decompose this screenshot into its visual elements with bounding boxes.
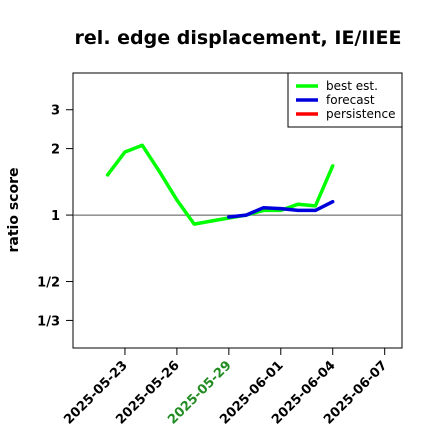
- y-tick-label: 1/2: [37, 276, 60, 291]
- y-tick-label: 1: [51, 209, 60, 224]
- y-tick-label: 1/3: [37, 314, 60, 329]
- y-tick-label: 2: [51, 143, 60, 158]
- legend-label: persistence: [326, 107, 395, 121]
- series-line: [105, 143, 335, 226]
- y-tick-label: 3: [51, 104, 60, 119]
- plot-frame: [72, 72, 403, 349]
- legend-label: best est.: [326, 79, 378, 93]
- chart-title: rel. edge displacement, IE/IIEE: [75, 27, 402, 49]
- plot-area: 3211/21/32025-05-232025-05-262025-05-292…: [37, 72, 403, 428]
- legend-label: forecast: [326, 93, 375, 107]
- y-axis-label: ratio score: [6, 168, 22, 253]
- series-line: [227, 199, 335, 219]
